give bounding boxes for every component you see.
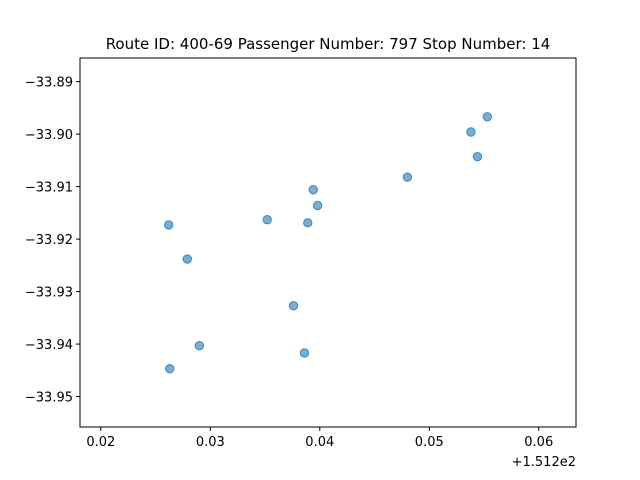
- y-tick-label: −33.94: [25, 338, 73, 353]
- data-point: [165, 364, 175, 374]
- x-tick-label: 0.06: [524, 435, 553, 450]
- data-point: [299, 348, 310, 358]
- y-tick-label: −33.92: [25, 233, 73, 248]
- y-tick-label: −33.89: [25, 76, 73, 91]
- y-tick-label: −33.90: [25, 128, 73, 143]
- x-axis: 0.02 0.03 0.04 0.05 0.06: [86, 427, 553, 450]
- plot-frame: [79, 57, 577, 428]
- x-tick-label: 0.05: [415, 435, 444, 450]
- data-point: [288, 301, 299, 311]
- data-point: [472, 151, 483, 162]
- data-points: [163, 112, 493, 374]
- x-tick-label: 0.04: [305, 435, 334, 450]
- data-point: [402, 172, 413, 182]
- y-axis: −33.89 −33.90 −33.91 −33.92 −33.93 −33.94 −33.…: [25, 76, 80, 406]
- data-point: [163, 220, 174, 230]
- x-offset-label: +1.512e2: [512, 455, 576, 470]
- y-tick-label: −33.93: [25, 286, 73, 301]
- chart-title: Route ID: 400-69 Passenger Number: 797 S…: [106, 35, 551, 53]
- data-point: [308, 185, 318, 195]
- data-point: [194, 340, 205, 351]
- data-point: [303, 218, 313, 228]
- data-point: [482, 112, 493, 122]
- data-point: [466, 127, 476, 137]
- x-tick-label: 0.03: [196, 435, 225, 450]
- y-tick-label: −33.95: [25, 391, 73, 406]
- x-tick-label: 0.02: [86, 435, 115, 450]
- data-point: [182, 254, 193, 264]
- data-point: [312, 200, 323, 211]
- data-point: [262, 214, 272, 225]
- y-tick-label: −33.91: [25, 181, 73, 196]
